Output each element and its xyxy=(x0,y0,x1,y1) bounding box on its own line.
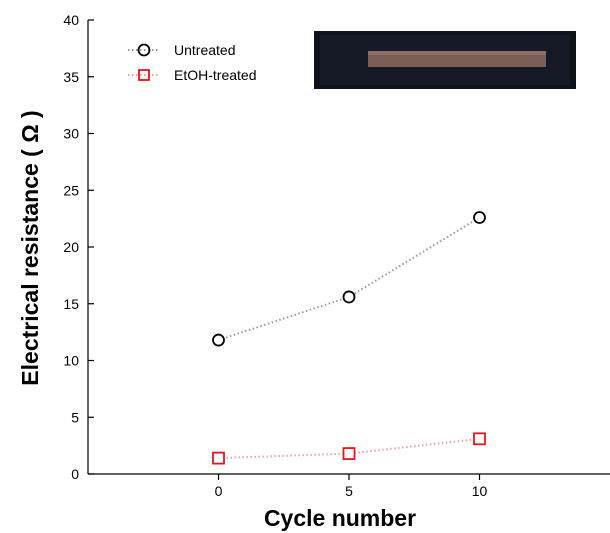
data-point-circle xyxy=(473,211,486,224)
data-point-square xyxy=(473,432,486,446)
data-point-circle xyxy=(342,290,356,304)
legend-item-untreated: Untreated xyxy=(128,42,235,58)
legend-marker-square xyxy=(138,69,150,81)
series-line xyxy=(218,216,481,342)
series-untreated xyxy=(212,211,486,347)
y-tick-label: 25 xyxy=(63,182,79,198)
y-tick-label: 0 xyxy=(71,466,79,482)
inset-photo-strip-highlight xyxy=(368,51,546,55)
legend-marker-circle xyxy=(137,43,151,57)
data-point-circle xyxy=(212,333,225,347)
y-tick-label: 5 xyxy=(71,409,79,425)
series-layer xyxy=(212,211,486,465)
legend-label-untreated: Untreated xyxy=(174,42,235,58)
series-etoh-treated xyxy=(212,432,486,465)
legend-label-etoh-treated: EtOH-treated xyxy=(174,67,256,83)
y-tick-label: 35 xyxy=(63,69,79,85)
x-tick-label: 0 xyxy=(215,483,223,499)
x-axis-title: Cycle number xyxy=(264,505,416,531)
data-point-square xyxy=(342,447,356,460)
x-ticks: 0 5 10 xyxy=(215,474,488,499)
y-tick-label: 20 xyxy=(63,239,79,255)
legend-item-etoh-treated: EtOH-treated xyxy=(128,67,256,83)
y-tick-label: 40 xyxy=(63,12,79,28)
y-tick-label: 15 xyxy=(63,296,79,312)
y-tick-label: 10 xyxy=(63,353,79,369)
x-tick-label: 5 xyxy=(345,483,353,499)
data-point-square xyxy=(212,451,225,465)
y-ticks: 0 5 10 15 20 25 30 35 40 xyxy=(63,12,94,482)
y-tick-label: 30 xyxy=(63,126,79,142)
legend: Untreated EtOH-treated xyxy=(128,42,256,83)
inset-photo xyxy=(314,31,576,89)
x-tick-label: 10 xyxy=(472,483,488,499)
y-axis-title: Electrical resistance ( Ω ) xyxy=(17,110,43,385)
